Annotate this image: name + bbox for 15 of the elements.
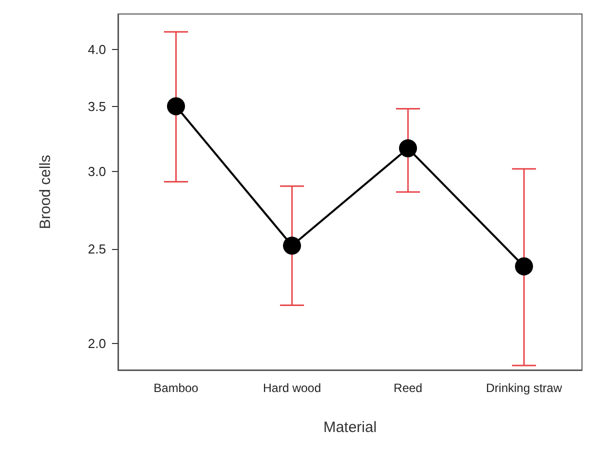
x-tick-label: Reed — [394, 381, 422, 395]
x-tick-label: Bamboo — [154, 381, 199, 395]
y-tick-label: 2.0 — [88, 336, 106, 352]
point — [515, 257, 533, 276]
y-axis-title: Brood cells — [37, 154, 54, 230]
y-tick-label: 3.5 — [88, 98, 106, 114]
y-tick-label: 2.5 — [88, 242, 106, 257]
y-tick-label: 4.0 — [88, 42, 106, 58]
x-tick-label: Drinking straw — [486, 381, 562, 395]
point — [399, 139, 417, 158]
x-tick-label: Hard wood — [262, 381, 322, 395]
x-axis-title: Material — [323, 419, 377, 436]
point — [283, 236, 301, 255]
point — [167, 97, 185, 116]
y-tick-label: 3.0 — [88, 164, 106, 180]
